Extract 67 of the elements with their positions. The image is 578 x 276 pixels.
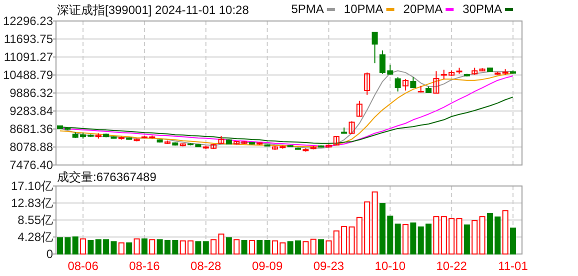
bar (464, 224, 470, 254)
bar (241, 240, 248, 254)
y-tick-label: 9886.32 (10, 86, 54, 100)
candlestick (433, 70, 440, 94)
bar (88, 240, 94, 254)
candlestick (372, 32, 378, 64)
bar (479, 216, 486, 254)
bar (402, 224, 409, 254)
legend-label: 10PMA (344, 2, 384, 16)
bar (141, 238, 148, 254)
candlestick (364, 72, 370, 96)
legend-label: 20PMA (403, 2, 443, 16)
bar (264, 240, 270, 254)
x-tick-label: 08-16 (129, 259, 160, 274)
bar (472, 220, 478, 254)
candlestick (333, 135, 340, 146)
x-tick-label: 08-06 (68, 259, 99, 274)
x-tick-label: 09-09 (252, 259, 283, 274)
chart-title: 深证成指[399001] 2024-11-01 10:28 (57, 3, 250, 17)
y-tick-label: 9283.84 (10, 104, 54, 118)
y-tick-label: 10488.79 (2, 68, 54, 82)
x-tick-label: 11-01 (498, 259, 528, 274)
y-tick-label: 8681.36 (10, 122, 54, 136)
bar (510, 228, 516, 254)
bar (248, 240, 255, 254)
bar (118, 242, 124, 254)
y-tick-label: 8078.88 (10, 140, 54, 154)
bar (372, 191, 378, 254)
bar (310, 238, 316, 254)
candlestick (394, 76, 401, 92)
candlestick (402, 78, 409, 91)
bar (302, 241, 309, 254)
bar (394, 224, 401, 254)
bar (195, 241, 202, 254)
y-tick-label: 11693.75 (4, 32, 54, 46)
bar (80, 238, 86, 254)
legend-label: 30PMA (462, 2, 502, 16)
legend-label: 5PMA (291, 2, 324, 16)
bar (134, 238, 140, 254)
bar (502, 210, 508, 254)
bar (149, 239, 156, 254)
chart-title: 成交量:676367489 (57, 170, 157, 184)
bar (326, 240, 332, 254)
bar (202, 241, 209, 254)
bar (318, 239, 324, 254)
y-tick-label: 8.55亿 (18, 212, 53, 227)
bar (226, 237, 232, 254)
y-tick-label: 4.28亿 (18, 230, 53, 244)
y-tick-label: 17.10亿 (10, 178, 53, 193)
y-tick-label: 11091.27 (4, 50, 54, 64)
y-tick-label: 12.83亿 (10, 196, 53, 210)
bar (456, 218, 462, 254)
y-tick-label: 7476.40 (10, 158, 54, 172)
candlestick (348, 120, 355, 134)
bar (433, 216, 440, 254)
bar (126, 242, 132, 254)
bar (234, 239, 240, 254)
bar (410, 222, 416, 254)
x-tick-label: 10-22 (436, 259, 468, 274)
x-tick-label: 08-28 (190, 259, 222, 274)
x-tick-label: 09-23 (313, 259, 344, 274)
bar (72, 236, 78, 254)
y-tick-label: 12296.23 (2, 14, 54, 28)
x-tick-label: 10-10 (374, 259, 406, 274)
candlestick (356, 100, 362, 118)
bar (256, 240, 263, 254)
y-tick-label: 0 (46, 246, 54, 261)
